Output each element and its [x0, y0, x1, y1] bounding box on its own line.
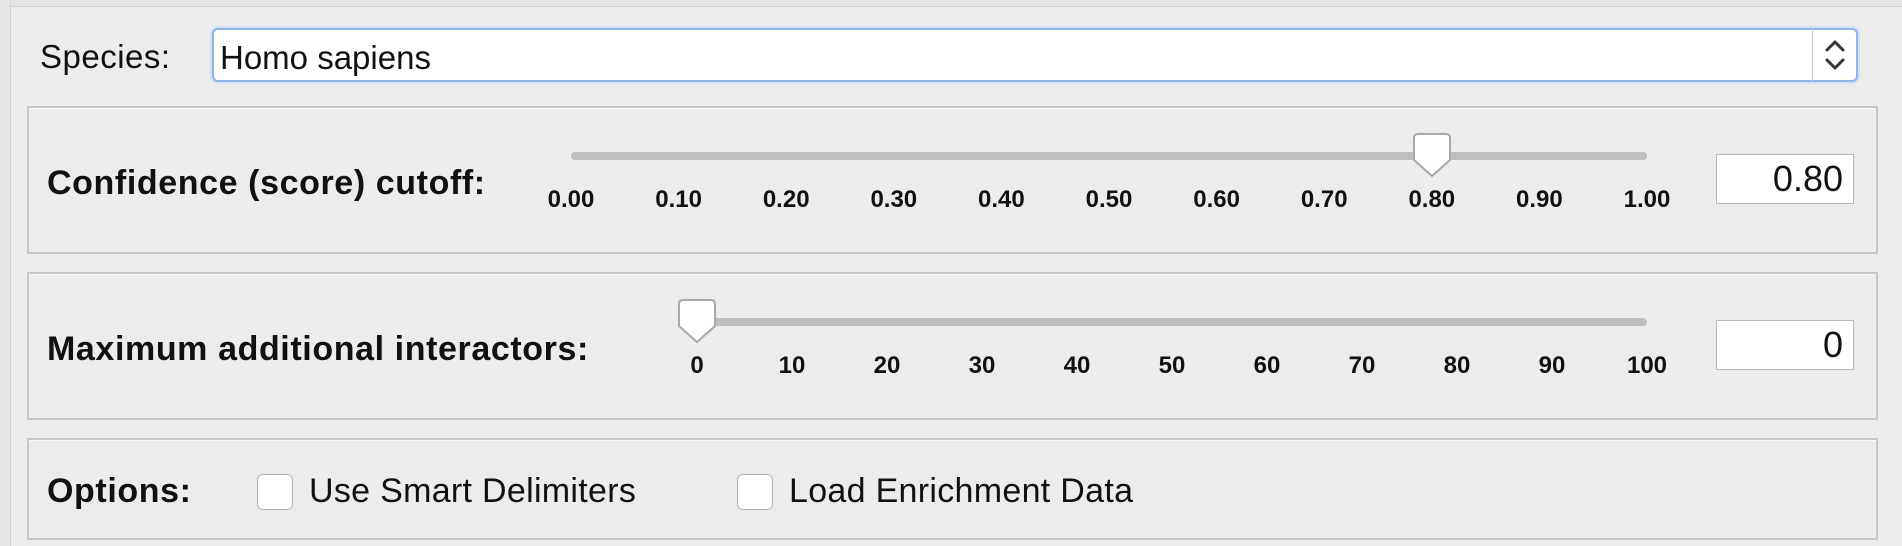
slider-tick-label: 0.80 — [1408, 186, 1456, 213]
slider-tick-label: 0.30 — [870, 186, 918, 213]
slider-tick-labels: 0.00 0.10 0.20 0.30 0.40 0.50 0.60 0.70 0.80 0.90… — [548, 186, 1671, 218]
slider-tick-label: 0.40 — [978, 186, 1025, 213]
confidence-cutoff-input[interactable]: 0.80 — [1716, 154, 1854, 204]
slider-tick-label: 0.20 — [762, 186, 810, 213]
slider-tick-label: 30 — [968, 352, 996, 379]
enrichment-option[interactable]: Load Enrichment Data — [737, 472, 1133, 511]
confidence-cutoff-panel: Confidence (score) cutoff: 0.00 0.10 0.20 0… — [27, 106, 1878, 254]
enrichment-checkbox[interactable] — [737, 473, 773, 510]
slider-tick-label: 90 — [1538, 352, 1566, 379]
slider-thumb[interactable] — [675, 298, 719, 346]
smart-delimiters-label: Use Smart Delimiters — [309, 472, 637, 510]
slider-tick-label: 0.00 — [547, 186, 595, 213]
slider-tick-label: 10 — [778, 352, 806, 379]
smart-delimiters-checkbox[interactable] — [257, 473, 293, 510]
enrichment-label: Load Enrichment Data — [789, 472, 1134, 510]
confidence-cutoff-slider[interactable]: 0.00 0.10 0.20 0.30 0.40 0.50 0.60 0.70 0.80 0.90… — [548, 133, 1671, 226]
top-edge — [0, 0, 1902, 7]
left-edge — [0, 0, 11, 546]
species-row: Species: Homo sapiens — [0, 22, 1902, 88]
slider-tick-label: 0.50 — [1085, 186, 1133, 213]
options-label: Options: — [47, 472, 192, 510]
slider-tick-label: 60 — [1253, 352, 1281, 379]
slider-tick-labels: 0 10 20 30 40 50 60 70 80 90 100 — [690, 352, 1667, 384]
slider-tick-label: 100 — [1626, 352, 1668, 379]
slider-tick-label: 50 — [1158, 352, 1186, 379]
species-label: Species: — [40, 38, 171, 75]
smart-delimiters-option[interactable]: Use Smart Delimiters — [257, 472, 636, 511]
slider-track — [697, 318, 1647, 326]
slider-track — [571, 152, 1647, 160]
slider-tick-label: 80 — [1443, 352, 1471, 379]
slider-tick-label: 0.90 — [1516, 186, 1563, 213]
max-interactors-input[interactable]: 0 — [1716, 320, 1854, 370]
up-down-chevron-icon[interactable] — [1812, 28, 1856, 82]
species-select[interactable]: Homo sapiens — [212, 28, 1858, 82]
slider-tick-label: 0.10 — [655, 186, 702, 213]
slider-thumb[interactable] — [1410, 132, 1454, 180]
slider-tick-label: 40 — [1063, 352, 1091, 379]
slider-tick-label: 0.70 — [1300, 186, 1348, 213]
slider-tick-label: 0.60 — [1193, 186, 1240, 213]
confidence-cutoff-label: Confidence (score) cutoff: — [47, 164, 486, 202]
slider-tick-label: 1.00 — [1623, 186, 1671, 213]
max-interactors-label: Maximum additional interactors: — [47, 330, 589, 368]
slider-tick-label: 20 — [873, 352, 901, 379]
species-selected-value: Homo sapiens — [220, 39, 431, 76]
slider-tick-label: 70 — [1348, 352, 1376, 379]
max-interactors-panel: Maximum additional interactors: 0 10 20 30 4… — [27, 272, 1878, 420]
options-panel: Options: Use Smart Delimiters Load Enric… — [27, 438, 1878, 540]
slider-tick-label: 0 — [690, 352, 704, 379]
max-interactors-slider[interactable]: 0 10 20 30 40 50 60 70 80 90 100 — [678, 299, 1667, 392]
